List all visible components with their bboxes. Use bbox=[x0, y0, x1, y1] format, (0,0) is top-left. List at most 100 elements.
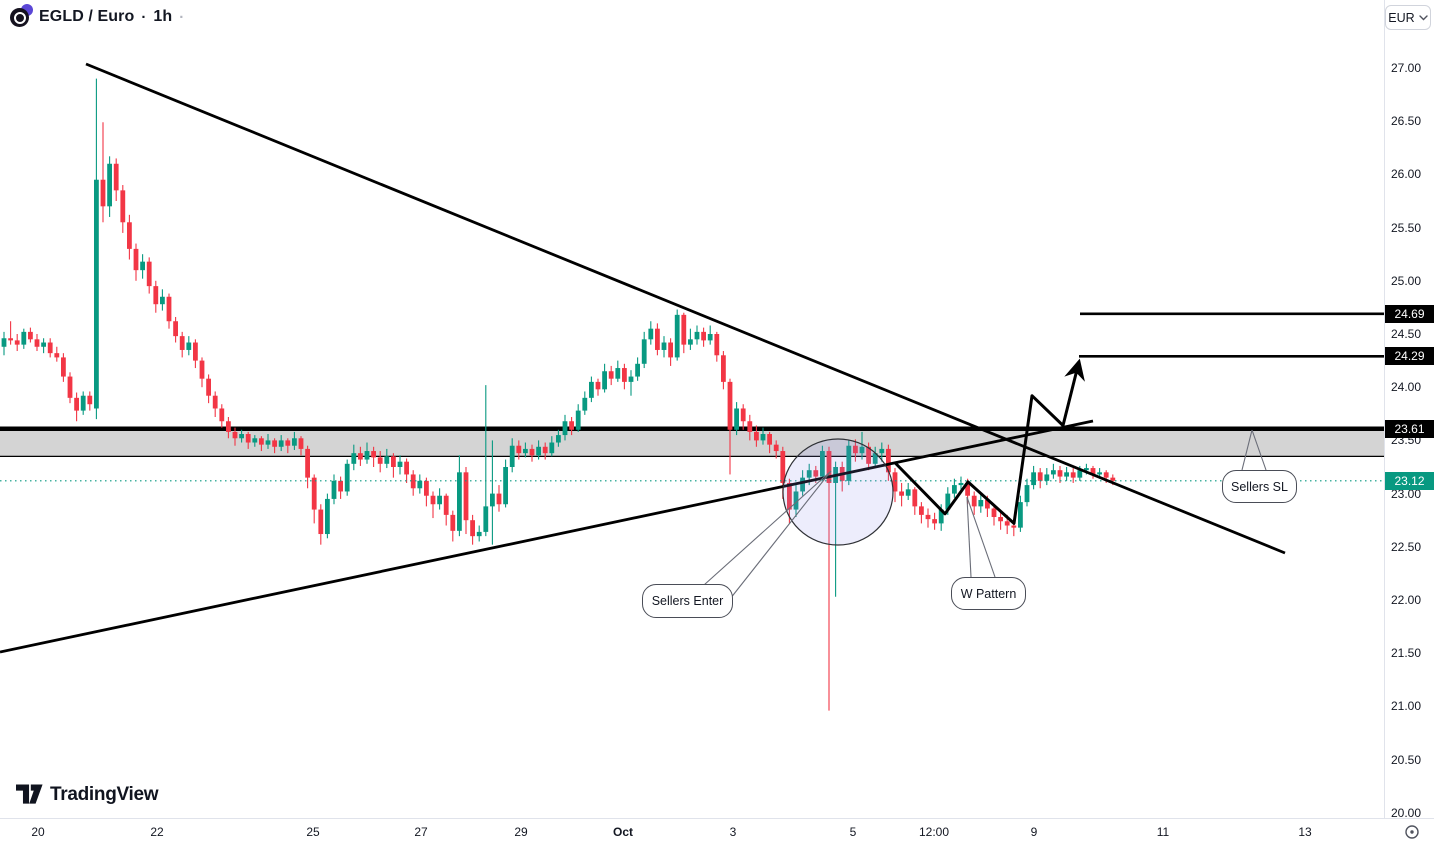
candle-body bbox=[8, 338, 13, 341]
candle-body bbox=[523, 448, 528, 454]
price-tick: 24.50 bbox=[1391, 327, 1422, 341]
price-tick: 24.00 bbox=[1391, 380, 1422, 395]
candle-body bbox=[351, 453, 357, 464]
candle-body bbox=[1097, 472, 1102, 475]
callout-w-pattern[interactable]: W Pattern bbox=[951, 577, 1026, 610]
candle-body bbox=[674, 314, 680, 358]
candle-body bbox=[536, 446, 541, 456]
candle-body bbox=[80, 395, 86, 411]
price-tick: 23.00 bbox=[1391, 486, 1422, 501]
candle-body bbox=[186, 342, 192, 350]
candle-body bbox=[767, 434, 772, 445]
candle-body bbox=[1070, 472, 1076, 478]
candle-body bbox=[74, 397, 79, 411]
tradingview-watermark[interactable]: TradingView bbox=[16, 783, 159, 806]
candle-body bbox=[226, 421, 231, 432]
time-scale[interactable]: 20 22 25 27 29 Oct 3 5 12:00 9 11 13 bbox=[0, 818, 1434, 844]
time-tick: 29 bbox=[514, 825, 528, 839]
candle-body bbox=[318, 509, 324, 535]
candle-body bbox=[463, 472, 469, 521]
candle-body bbox=[371, 451, 376, 458]
price-tick: 20.00 bbox=[1391, 805, 1422, 820]
candle-body bbox=[1064, 472, 1069, 477]
time-tick: 5 bbox=[849, 825, 857, 839]
callout-text: Sellers SL bbox=[1231, 479, 1288, 494]
candle-body bbox=[41, 342, 46, 347]
candle-body bbox=[707, 334, 713, 341]
candle-body bbox=[727, 381, 733, 430]
header-trailing-dot: · bbox=[179, 8, 185, 26]
candle-body bbox=[1024, 485, 1030, 503]
candle-body bbox=[127, 222, 132, 249]
candle-body bbox=[978, 499, 984, 507]
candle-body bbox=[430, 495, 436, 505]
callout-pointer bbox=[729, 470, 832, 600]
candle-body bbox=[67, 376, 73, 398]
candle-body bbox=[714, 334, 720, 356]
candle-body bbox=[787, 482, 792, 510]
price-tick: 25.00 bbox=[1391, 273, 1422, 288]
candle-body bbox=[668, 342, 673, 358]
candle-body bbox=[285, 440, 291, 446]
price-chart[interactable] bbox=[0, 0, 1384, 818]
price-scale[interactable]: 27.00 26.50 26.00 25.50 25.00 24.50 24.00 23.50… bbox=[1384, 0, 1434, 820]
candle-body bbox=[879, 448, 885, 454]
currency-selector[interactable]: EUR bbox=[1385, 5, 1431, 30]
candle-body bbox=[615, 368, 621, 379]
supply-zone[interactable] bbox=[0, 426, 1384, 457]
price-tick: 27.00 bbox=[1391, 61, 1422, 75]
candle-body bbox=[179, 336, 185, 350]
candle-body bbox=[397, 461, 403, 467]
candle-body bbox=[146, 261, 152, 287]
candle-body bbox=[1051, 470, 1056, 475]
candle-body bbox=[265, 440, 271, 445]
goto-date-icon[interactable] bbox=[1403, 823, 1421, 841]
time-tick: 27 bbox=[414, 825, 428, 839]
candle-body bbox=[958, 482, 964, 486]
level-price-tag: 24.69 bbox=[1385, 304, 1434, 323]
callout-sellers-sl[interactable]: Sellers SL bbox=[1222, 470, 1297, 503]
candle-body bbox=[509, 445, 515, 467]
price-tick: 22.50 bbox=[1391, 539, 1422, 554]
symbol-name[interactable]: EGLD / Euro bbox=[39, 8, 135, 25]
w-pattern-projection bbox=[893, 358, 1085, 525]
candle-body bbox=[133, 248, 139, 271]
price-tick: 21.00 bbox=[1391, 699, 1422, 714]
candle-body bbox=[688, 339, 693, 345]
candle-body bbox=[701, 331, 706, 341]
price-tick: 26.50 bbox=[1391, 114, 1422, 129]
candle-body bbox=[364, 451, 370, 460]
candle-body bbox=[1110, 477, 1116, 481]
price-tick: 21.50 bbox=[1391, 646, 1422, 661]
interval-label[interactable]: 1h bbox=[153, 8, 173, 25]
candle-body bbox=[120, 190, 126, 223]
candle-body bbox=[1077, 470, 1083, 478]
candle-body bbox=[239, 434, 244, 439]
candle-body bbox=[34, 339, 40, 347]
candle-body bbox=[648, 328, 654, 340]
callout-pointer bbox=[966, 496, 996, 578]
candle-body bbox=[1090, 468, 1096, 475]
candle-body bbox=[859, 446, 865, 454]
chart-drawings[interactable] bbox=[0, 62, 1384, 654]
candle-body bbox=[740, 408, 746, 422]
candle-body bbox=[853, 445, 858, 454]
candle-body bbox=[721, 355, 726, 382]
current-price-tag: 23.12 bbox=[1385, 471, 1434, 490]
time-tick: 20 bbox=[31, 825, 45, 839]
candle-body bbox=[140, 261, 145, 271]
tradingview-brand-text: TradingView bbox=[50, 783, 159, 805]
candle-body bbox=[813, 470, 819, 477]
candle-body bbox=[14, 340, 20, 345]
candle-body bbox=[1011, 525, 1017, 528]
descending-trendline bbox=[85, 62, 1286, 555]
time-tick: 25 bbox=[306, 825, 320, 839]
candle-body bbox=[569, 421, 574, 430]
candle-body bbox=[470, 520, 475, 537]
candle-body bbox=[641, 339, 647, 364]
candle-body bbox=[991, 508, 997, 518]
callout-sellers-enter[interactable]: Sellers Enter bbox=[642, 584, 733, 618]
candle-body bbox=[219, 408, 225, 422]
candle-body bbox=[292, 438, 297, 446]
candle-body bbox=[747, 421, 753, 432]
